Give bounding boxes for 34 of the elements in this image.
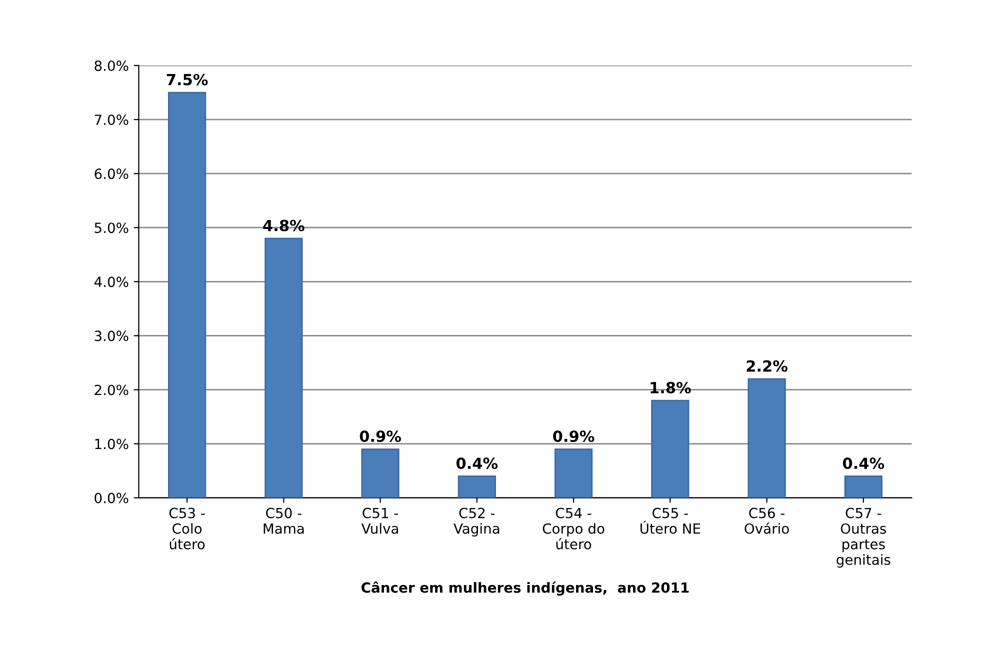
- data-label: 2.2%: [746, 360, 788, 372]
- bar: [458, 475, 496, 498]
- bar: [651, 400, 690, 498]
- data-label: 0.4%: [456, 458, 498, 470]
- y-tick-label: 8.0%: [94, 60, 128, 71]
- x-tick-label: C51 - Vulva: [361, 508, 398, 534]
- y-tick-label: 2.0%: [94, 384, 128, 396]
- x-tick-label: C57 - Outras partes genitais: [836, 508, 890, 568]
- bar: [748, 378, 786, 498]
- bar: [264, 238, 303, 498]
- x-tick-label: C52 - Vagina: [454, 508, 500, 537]
- data-label: 0.9%: [553, 430, 594, 442]
- y-tick-label: 7.0%: [94, 114, 128, 126]
- data-label: 0.4%: [842, 458, 884, 470]
- y-tick-label: 5.0%: [94, 222, 128, 234]
- bar: [361, 448, 400, 498]
- data-label: 4.8%: [263, 220, 304, 232]
- data-label: 1.8%: [650, 382, 691, 394]
- y-tick-label: 0.0%: [94, 492, 128, 504]
- x-tick-label: C53 - Colo útero: [169, 508, 205, 550]
- x-axis-title: Câncer em mulheres indígenas, ano 2011: [362, 582, 689, 596]
- data-label: 7.5%: [166, 74, 208, 86]
- y-tick-label: 4.0%: [94, 276, 128, 288]
- y-tick-label: 6.0%: [94, 168, 128, 180]
- x-tick-label: C55 - Útero NE: [640, 508, 700, 534]
- bar: [168, 92, 206, 498]
- y-tick-label: 3.0%: [94, 330, 128, 342]
- bar: [554, 448, 593, 498]
- x-tick-label: C54 - Corpo do útero: [542, 508, 604, 550]
- x-tick-label: C50 - Mama: [264, 508, 304, 534]
- x-tick-label: C56 - Ovário: [744, 508, 789, 534]
- bar: [844, 475, 882, 498]
- data-label: 0.9%: [360, 430, 401, 442]
- y-tick-label: 1.0%: [95, 438, 128, 450]
